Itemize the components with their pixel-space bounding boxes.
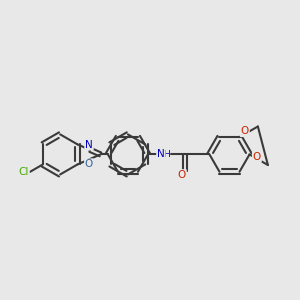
Text: O: O	[85, 159, 93, 169]
Text: O: O	[241, 126, 249, 136]
Text: O: O	[253, 152, 261, 162]
Text: Cl: Cl	[18, 167, 29, 177]
Text: O: O	[178, 170, 186, 180]
Text: N: N	[85, 140, 93, 150]
Text: H: H	[163, 150, 169, 159]
Text: N: N	[157, 149, 165, 159]
